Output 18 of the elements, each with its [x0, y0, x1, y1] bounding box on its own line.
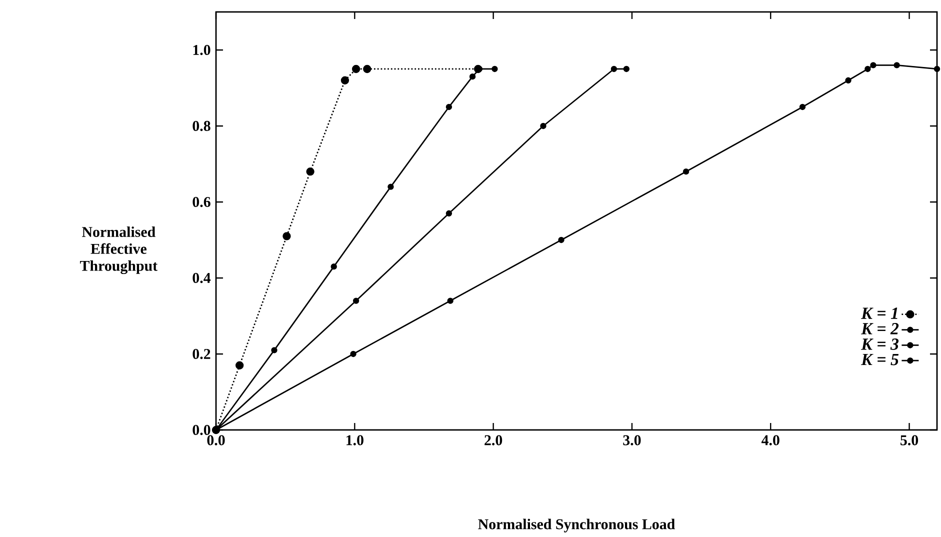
legend-label: K = 5 [860, 354, 899, 366]
legend-label: K = 1 [860, 308, 898, 319]
x-tick-label: 3.0 [623, 435, 641, 446]
y-tick-label: 1.0 [193, 44, 210, 56]
x-tick-label: 4.0 [761, 435, 780, 446]
y-axis-title: Normalised Effective Throughput [80, 226, 158, 274]
x-tick-label: 5.0 [900, 435, 918, 446]
y-tick-label: 0.8 [192, 120, 210, 132]
y-tick-label: 0.4 [192, 272, 211, 284]
x-tick-label: 2.0 [484, 435, 502, 446]
x-tick-label: 0.0 [207, 435, 225, 446]
x-axis-title: Normalised Synchronous Load [478, 518, 675, 532]
y-tick-label: 0.6 [192, 196, 210, 208]
legend-label: K = 2 [860, 323, 899, 334]
y-tick-label: 0.0 [192, 424, 210, 436]
y-tick-label: 0.2 [192, 348, 210, 360]
x-tick-label: 1.0 [346, 435, 364, 446]
legend-label: K = 3 [860, 338, 899, 350]
